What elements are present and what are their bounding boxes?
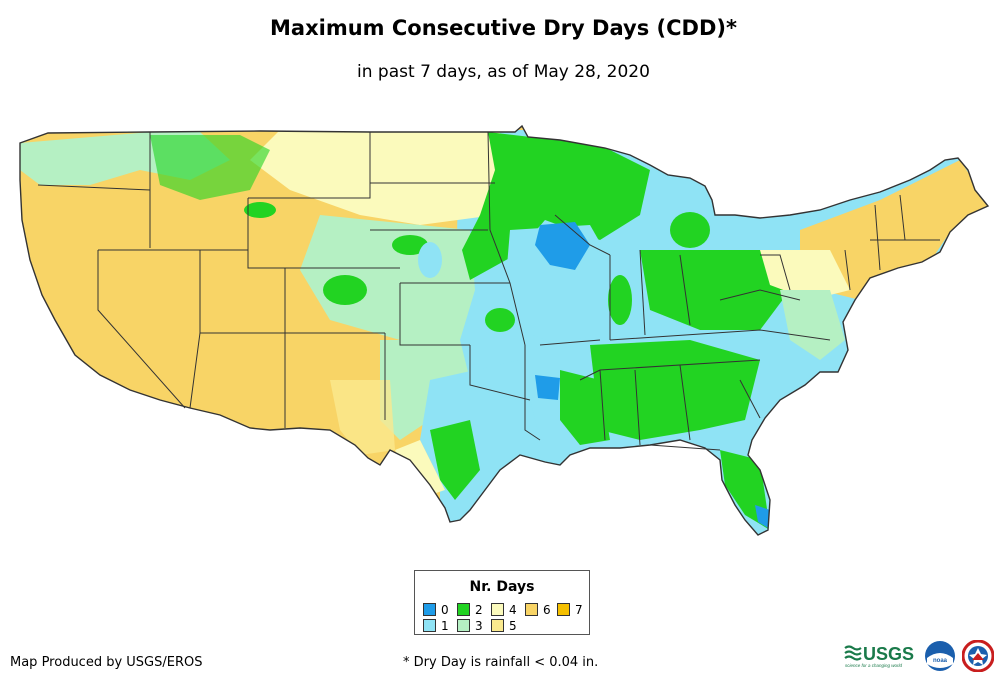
noaa-wordmark: noaa bbox=[933, 658, 948, 664]
legend-label-5: 5 bbox=[509, 619, 517, 633]
conus-dry-days-map bbox=[19, 125, 989, 536]
usgs-wave-icon bbox=[844, 645, 862, 661]
legend-label-1: 1 bbox=[441, 619, 449, 633]
map-subtitle: in past 7 days, as of May 28, 2020 bbox=[357, 62, 650, 82]
legend-swatch-0 bbox=[423, 603, 436, 616]
legend-swatch-6 bbox=[525, 603, 538, 616]
legend-swatch-2 bbox=[457, 603, 470, 616]
dry-day-footnote: * Dry Day is rainfall < 0.04 in. bbox=[403, 655, 599, 670]
noaa-logo: noaa bbox=[925, 641, 955, 671]
legend-label-3: 3 bbox=[475, 619, 483, 633]
legend-swatch-4 bbox=[491, 603, 504, 616]
legend-label-4: 4 bbox=[509, 603, 517, 617]
legend-label-0: 0 bbox=[441, 603, 449, 617]
legend-label-7: 7 bbox=[575, 603, 583, 617]
map-title: Maximum Consecutive Dry Days (CDD)* bbox=[270, 16, 737, 40]
legend-item-6: 6 bbox=[525, 603, 551, 616]
legend-item-3: 3 bbox=[457, 619, 483, 632]
legend-label-2: 2 bbox=[475, 603, 483, 617]
legend-label-6: 6 bbox=[543, 603, 551, 617]
legend-swatch-5 bbox=[491, 619, 504, 632]
legend-item-2: 2 bbox=[457, 603, 483, 616]
legend-swatch-1 bbox=[423, 619, 436, 632]
legend-swatch-7 bbox=[557, 603, 570, 616]
legend-item-1: 1 bbox=[423, 619, 449, 632]
usgs-tagline: science for a changing world bbox=[845, 663, 903, 668]
legend-item-4: 4 bbox=[491, 603, 517, 616]
legend-item-0: 0 bbox=[423, 603, 449, 616]
noaa-gull-icon bbox=[927, 653, 953, 668]
legend-title: Nr. Days bbox=[469, 579, 535, 595]
legend-item-7: 7 bbox=[557, 603, 583, 616]
legend: Nr. Days 0 1 2 3 4 5 6 7 bbox=[414, 570, 590, 635]
nws-logo bbox=[962, 640, 994, 672]
legend-swatch-3 bbox=[457, 619, 470, 632]
usgs-wordmark: USGS bbox=[863, 644, 914, 664]
producer-credit: Map Produced by USGS/EROS bbox=[10, 655, 203, 670]
usgs-logo: USGS science for a changing world bbox=[844, 644, 914, 668]
legend-item-5: 5 bbox=[491, 619, 517, 632]
